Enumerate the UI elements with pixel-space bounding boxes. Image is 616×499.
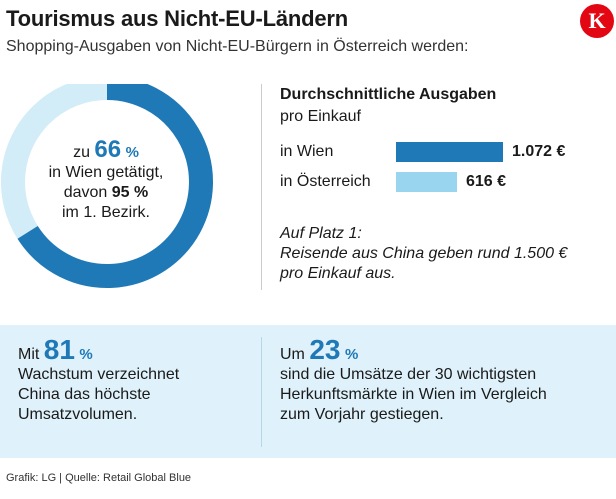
stat-left-line-3: Umsatzvolumen.: [18, 406, 138, 423]
donut-line-1: zu 66 %: [26, 138, 186, 163]
donut-line-2: in Wien getätigt,: [48, 164, 164, 181]
donut-line-3: davon 95 %: [26, 183, 186, 203]
district-prefix: davon: [63, 184, 108, 201]
stat-left-line-1: Wachstum verzeichnet: [18, 366, 180, 383]
district-value: 95: [111, 184, 130, 201]
bar-label-0: in Wien: [280, 143, 334, 160]
wien-share-unit: %: [125, 144, 139, 161]
china-note: Auf Platz 1: Reisende aus China geben ru…: [280, 224, 600, 284]
stat-left-prefix: Mit: [18, 346, 40, 363]
donut-label: zu 66 % in Wien getätigt, davon 95 % im …: [26, 138, 186, 223]
stat-right-prefix: Um: [280, 346, 305, 363]
donut-chart: [1, 84, 213, 288]
district-unit: %: [134, 184, 149, 201]
stat-right-headline: Um 23 %: [280, 336, 547, 365]
column-divider: [261, 84, 262, 290]
bar-0: [396, 142, 503, 162]
stat-right-unit: %: [344, 346, 359, 363]
source-credit: Grafik: LG | Quelle: Retail Global Blue: [6, 472, 192, 484]
stat-left-value: 81: [43, 334, 75, 365]
note-line-1: Auf Platz 1:: [280, 225, 362, 242]
stat-right-line-1: sind die Umsätze der 30 wichtigsten: [280, 366, 537, 383]
stats-panel: [0, 325, 616, 458]
stats-divider: [261, 337, 262, 447]
spending-subtitle: pro Einkauf: [280, 108, 361, 125]
page-title: Tourismus aus Nicht-EU-Ländern: [6, 6, 348, 31]
donut-slice-wien: [17, 84, 213, 288]
brand-logo: K: [580, 4, 614, 38]
wien-share-value: 66: [94, 136, 122, 163]
stat-right-value: 23: [309, 334, 341, 365]
donut-line-4: im 1. Bezirk.: [61, 204, 150, 221]
donut-prefix: zu: [73, 144, 90, 161]
stat-china-growth: Mit 81 % Wachstum verzeichnet China das …: [18, 336, 180, 425]
stat-right-line-2: Herkunftsmärkte in Wien im Vergleich: [280, 386, 547, 403]
note-line-3: pro Einkauf aus.: [280, 265, 396, 282]
note-line-2: Reisende aus China geben rund 1.500 €: [280, 245, 568, 262]
stat-markets-growth: Um 23 % sind die Umsätze der 30 wichtigs…: [280, 336, 547, 425]
bar-value-1: 616 €: [466, 173, 507, 190]
bar-label-1: in Österreich: [280, 173, 371, 190]
stat-left-unit: %: [79, 346, 93, 363]
spending-title: Durchschnittliche Ausgaben: [280, 86, 497, 103]
bar-value-0: 1.072 €: [512, 143, 566, 160]
stat-left-headline: Mit 81 %: [18, 336, 179, 365]
stat-right-line-3: zum Vorjahr gestiegen.: [280, 406, 444, 423]
page-subtitle: Shopping-Ausgaben von Nicht-EU-Bürgern i…: [6, 38, 469, 55]
stat-left-line-2: China das höchste: [18, 386, 151, 403]
bar-1: [396, 172, 457, 192]
